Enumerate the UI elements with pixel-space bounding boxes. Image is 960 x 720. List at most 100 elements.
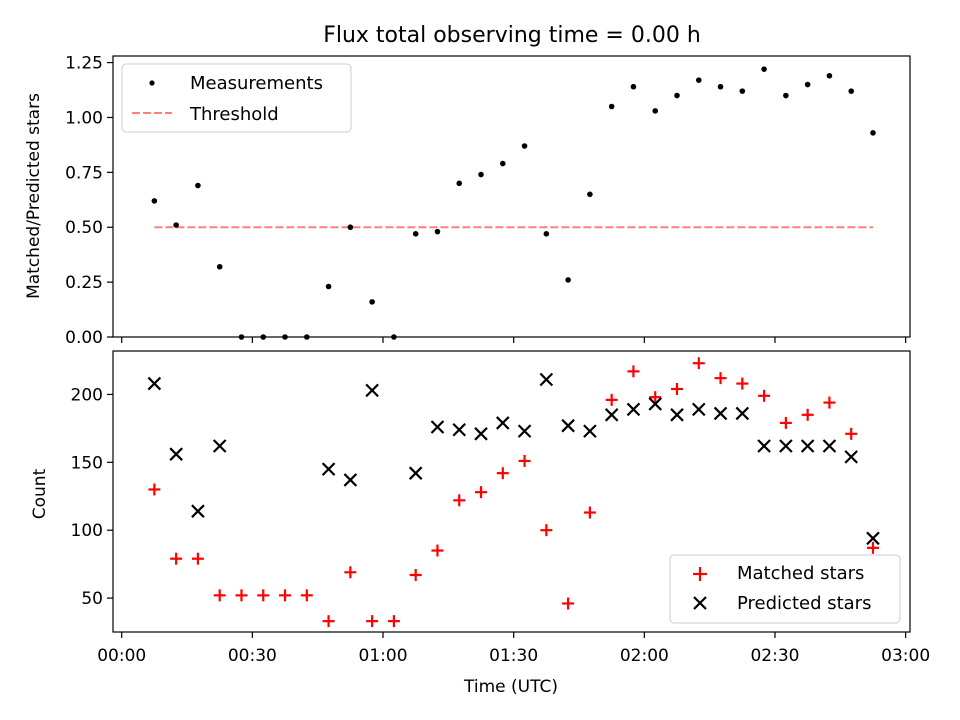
predicted-star-point <box>670 408 684 422</box>
bottom-panel: 50 100 150 200 00:00 00:30 01:00 01:30 02:00 02:… <box>30 350 930 697</box>
y-tick-label: 1.25 <box>65 54 103 74</box>
chart-title: Flux total observing time = 0.00 h <box>323 23 701 48</box>
bottom-x-ticks: 00:00 00:30 01:00 01:30 02:00 02:30 03:00 <box>97 632 930 666</box>
measurement-point <box>870 130 876 136</box>
measurement-point <box>587 191 593 198</box>
matched-star-point <box>605 393 618 406</box>
x-diag-2 <box>191 504 205 518</box>
bottom-marks <box>147 357 880 628</box>
predicted-star-point <box>169 447 183 461</box>
x-tick-label: 03:00 <box>881 646 930 666</box>
measurement-point <box>347 224 354 231</box>
predicted-star-point <box>822 439 837 453</box>
predicted-star-point <box>408 466 423 480</box>
x-diag-2 <box>561 418 575 433</box>
matched-star-point <box>322 615 335 628</box>
predicted-star-point <box>583 424 597 438</box>
legend-matched-marker <box>693 567 707 581</box>
matched-star-point <box>562 597 575 610</box>
matched-star-point <box>627 365 640 378</box>
matched-star-point <box>736 377 749 390</box>
measurement-point <box>674 92 680 99</box>
x-diag-2 <box>169 447 183 461</box>
predicted-star-point <box>452 422 467 437</box>
legend-measurements-label: Measurements <box>190 73 323 94</box>
predicted-star-point <box>496 416 510 430</box>
matched-star-point <box>518 454 531 467</box>
x-diag-2 <box>452 422 467 437</box>
predicted-star-point <box>757 439 771 453</box>
measurement-point <box>151 198 158 204</box>
predicted-star-point <box>800 439 815 453</box>
y-tick-label: 100 <box>71 521 103 541</box>
matched-star-point <box>801 408 814 421</box>
predicted-star-point <box>604 408 619 422</box>
top-y-ticks: 0.00 0.25 0.50 0.75 1.00 1.25 <box>65 54 113 348</box>
x-tick-label: 02:00 <box>620 646 669 666</box>
x-diag-2 <box>757 439 771 453</box>
matched-star-point <box>344 566 357 579</box>
x-tick-label: 01:00 <box>359 646 408 666</box>
bottom-plot-frame <box>112 350 911 633</box>
predicted-star-point <box>626 402 641 417</box>
matched-star-point <box>823 396 836 409</box>
y-tick-label: 200 <box>71 385 103 405</box>
measurement-point <box>848 88 855 94</box>
x-tick-label: 00:30 <box>228 646 277 666</box>
matched-star-point <box>475 486 488 499</box>
x-diag-2 <box>648 397 662 411</box>
measurement-point <box>434 228 441 235</box>
y-tick-label: 50 <box>81 589 103 609</box>
matched-star-point <box>279 589 292 602</box>
x-diag-2 <box>365 383 379 398</box>
top-panel: 0.00 0.25 0.50 0.75 1.00 1.25 Matched/Predict… <box>24 54 911 348</box>
matched-star-point <box>148 483 161 496</box>
matched-star-point <box>866 541 879 554</box>
y-tick-label: 0.75 <box>65 163 103 183</box>
measurement-point <box>456 180 463 187</box>
measurement-point <box>195 182 201 189</box>
measurement-point <box>804 81 811 88</box>
matched-star-point <box>692 357 705 370</box>
y-tick-label: 1.00 <box>65 108 103 128</box>
matched-star-point <box>431 544 444 557</box>
matched-star-point <box>453 494 466 507</box>
legend-predicted-marker <box>693 596 707 610</box>
x-diag-2 <box>866 531 880 546</box>
x-diag-2 <box>474 427 488 441</box>
x-diag-2 <box>539 372 554 387</box>
matched-star-point <box>758 389 771 402</box>
y-tick-label: 150 <box>71 453 103 473</box>
matched-star-point <box>170 552 183 565</box>
matched-star-point <box>714 372 727 385</box>
top-plot-frame <box>112 55 911 338</box>
measurement-point <box>826 72 833 79</box>
x-diag-2 <box>408 466 423 480</box>
matched-star-point <box>540 524 553 537</box>
x-tick-label: 02:30 <box>750 646 799 666</box>
x-diag-2 <box>496 416 510 430</box>
predicted-star-point <box>735 406 750 421</box>
x-axis-label: Time (UTC) <box>463 677 558 697</box>
x-diag-2 <box>212 439 227 453</box>
top-legend: Measurements Threshold <box>121 63 352 133</box>
predicted-star-point <box>321 462 336 476</box>
y-tick-label: 0.50 <box>65 218 103 238</box>
x-diag-2 <box>779 439 793 453</box>
matched-star-point <box>409 568 422 581</box>
measurement-point <box>565 277 571 283</box>
x-diag-2 <box>517 424 532 438</box>
x-diag-2 <box>713 406 728 421</box>
matched-star-point <box>387 615 400 628</box>
measurement-point <box>543 231 550 237</box>
measurement-point <box>499 160 506 167</box>
x-diag-2 <box>343 473 358 487</box>
x-diag-2 <box>321 462 336 476</box>
x-diag-2 <box>147 376 162 391</box>
y-tick-label: 0.00 <box>65 328 103 348</box>
matched-star-point <box>257 589 270 602</box>
predicted-star-point <box>539 372 554 387</box>
predicted-star-point <box>691 402 706 417</box>
predicted-star-point <box>866 531 880 546</box>
